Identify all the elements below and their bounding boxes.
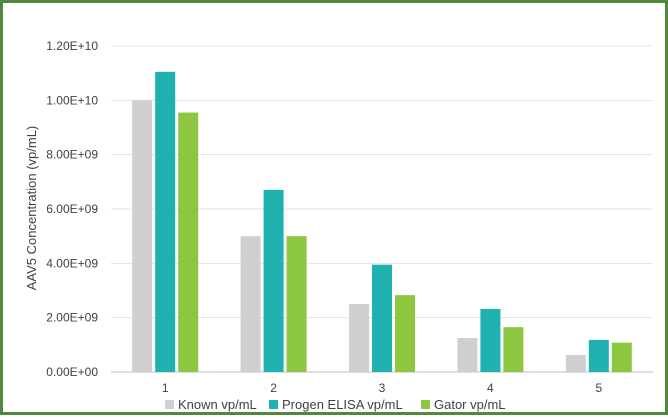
bar-progen-elisa-vp-ml-4: [480, 308, 501, 372]
legend-swatch: [165, 400, 174, 409]
bar-gator-vp-ml-4: [503, 327, 524, 372]
x-axis: 1 2 3 4 5: [162, 381, 603, 395]
x-tick-label: 5: [595, 381, 602, 395]
legend-label: Gator vp/mL: [434, 397, 506, 412]
x-tick-label: 4: [487, 381, 494, 395]
bar-gator-vp-ml-5: [611, 342, 632, 372]
bar-known-vp-ml-5: [565, 355, 586, 372]
y-tick-label: 1.00E+10: [46, 93, 98, 107]
legend-swatch: [269, 400, 278, 409]
bar-progen-elisa-vp-ml-5: [588, 339, 609, 372]
legend-label: Known vp/mL: [178, 397, 257, 412]
y-tick-label: 0.00E+00: [46, 365, 98, 379]
bar-chart: 1 2 3 4 5 0.00E+00 2.00E+09 4.00E+09 6.00E+09 8.…: [24, 39, 653, 412]
bars: [132, 71, 632, 372]
legend-label: Progen ELISA vp/mL: [282, 397, 403, 412]
y-tick-label: 8.00E+09: [46, 148, 98, 162]
bar-known-vp-ml-3: [349, 304, 369, 372]
y-tick-label: 6.00E+09: [46, 202, 98, 216]
y-axis-title: AAV5 Concentration (vp/mL): [24, 126, 39, 291]
legend-swatch: [421, 400, 430, 409]
y-axis: 0.00E+00 2.00E+09 4.00E+09 6.00E+09 8.00E+09…: [46, 39, 98, 379]
bar-gator-vp-ml-3: [395, 295, 415, 372]
y-tick-label: 4.00E+09: [46, 256, 98, 270]
y-tick-label: 2.00E+09: [46, 311, 98, 325]
legend: Known vp/mL Progen ELISA vp/mL Gator vp/mL: [165, 397, 506, 412]
bar-known-vp-ml-2: [240, 236, 261, 372]
bar-known-vp-ml-4: [457, 338, 478, 372]
bar-gator-vp-ml-2: [286, 236, 307, 372]
y-tick-label: 1.20E+10: [46, 39, 98, 53]
bar-progen-elisa-vp-ml-3: [372, 264, 392, 372]
gridlines: [111, 45, 653, 373]
x-tick-label: 3: [379, 381, 386, 395]
x-tick-label: 2: [270, 381, 277, 395]
bar-known-vp-ml-1: [132, 100, 153, 372]
bar-progen-elisa-vp-ml-2: [263, 189, 284, 372]
bar-gator-vp-ml-1: [178, 112, 199, 372]
bar-progen-elisa-vp-ml-1: [155, 71, 176, 372]
x-tick-label: 1: [162, 381, 169, 395]
